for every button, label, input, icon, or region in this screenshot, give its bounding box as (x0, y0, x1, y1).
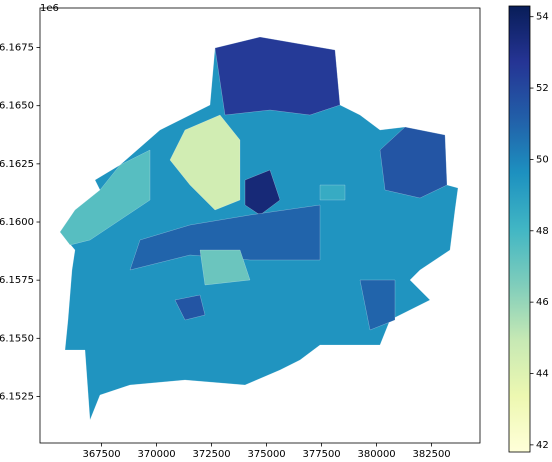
x-tick-label: 372500 (193, 449, 231, 460)
y-tick-label: 6.1625 (0, 159, 34, 170)
colorbar-tick-label: 50 (536, 154, 549, 165)
colorbar-tick-label: 46 (536, 297, 549, 308)
x-tick-label: 375000 (248, 449, 286, 460)
x-tick-label: 382500 (413, 449, 451, 460)
colorbar-tick-label: 44 (536, 369, 549, 380)
y-tick-label: 6.1575 (0, 275, 34, 286)
region (379, 126, 448, 199)
colorbar-tick-label: 48 (536, 226, 549, 237)
region (174, 294, 206, 321)
region (129, 204, 321, 271)
y-tick-label: 6.1550 (0, 333, 34, 344)
region (244, 169, 281, 216)
y-tick-label: 6.1675 (0, 43, 34, 54)
x-tick-label: 377500 (303, 449, 341, 460)
region (359, 279, 396, 331)
x-tick-label: 367500 (83, 449, 121, 460)
region (199, 249, 251, 286)
y-tick-label: 6.1600 (0, 217, 34, 228)
x-tick-label: 380000 (358, 449, 396, 460)
colorbar-tick-label: 54 (536, 12, 549, 23)
region (319, 184, 346, 201)
region (59, 149, 151, 246)
colorbar (508, 5, 531, 453)
colorbar-tick-label: 42 (536, 440, 549, 451)
colorbar-tick-label: 52 (536, 83, 549, 94)
axes-frame (39, 7, 481, 444)
x-tick-label: 370000 (138, 449, 176, 460)
axis-offset: 1e6 (40, 3, 59, 14)
region (214, 36, 341, 116)
region (169, 114, 241, 211)
regions (59, 36, 459, 421)
y-tick-label: 6.1525 (0, 391, 34, 402)
y-tick-label: 6.1650 (0, 101, 34, 112)
